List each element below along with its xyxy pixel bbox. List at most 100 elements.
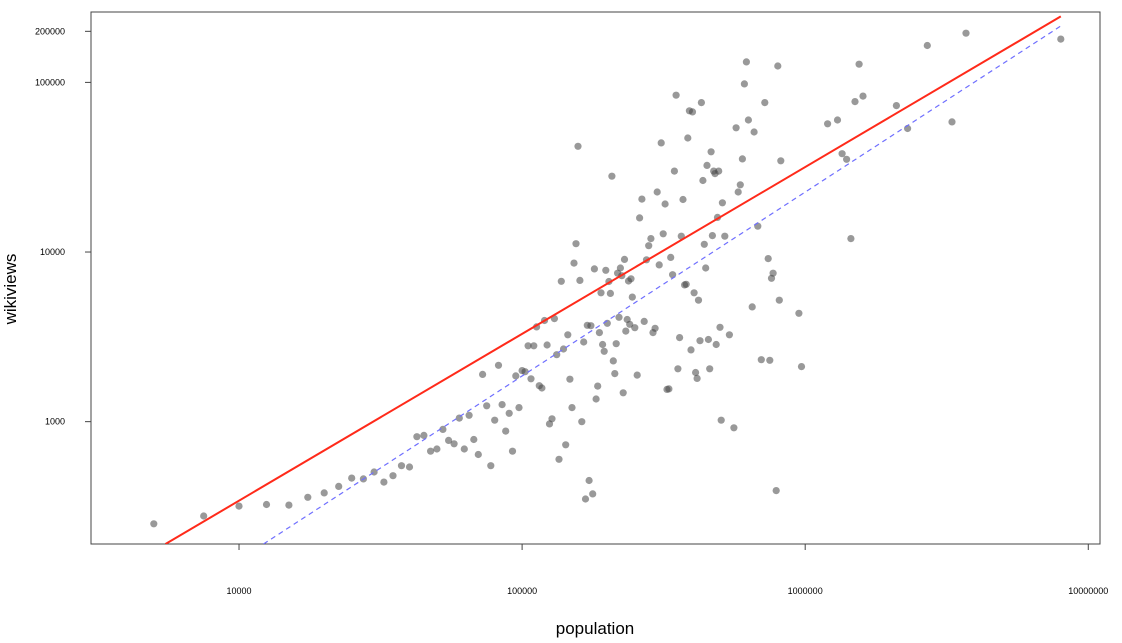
data-point [774,62,782,70]
data-point [738,155,747,163]
data-point [797,363,806,371]
x-tick-label: 10000000 [1068,586,1108,596]
data-point [585,476,593,485]
data-point [572,240,580,248]
data-point [420,431,428,439]
data-point [397,462,406,470]
x-axis-title: population [556,619,634,638]
data-point [653,188,661,196]
data-point [620,255,629,263]
data-point [606,289,615,297]
x-axis: 10000 100000 1000000 10000000 [227,544,1108,596]
data-point [599,340,607,349]
data-point [592,395,600,403]
data-point [474,450,482,459]
data-point [659,230,667,238]
data-point [732,124,740,132]
data-point [670,167,679,175]
data-point [439,425,447,433]
y-axis: 1000 10000 100000 200000 [35,26,91,427]
data-point [772,487,780,495]
data-point [736,181,744,189]
data-point [566,375,574,383]
data-point [638,195,646,203]
data-point [530,342,538,350]
data-point [512,372,520,380]
data-point [824,120,832,128]
data-point [479,370,487,378]
data-point [594,382,602,390]
data-point [734,188,742,196]
data-point [450,440,458,448]
data-point [548,415,556,423]
data-point [612,340,620,348]
data-point [706,365,714,373]
data-point [595,329,604,337]
data-point [712,340,720,349]
data-point [667,253,675,261]
data-point [704,335,713,344]
data-point [570,259,578,267]
data-point [661,200,669,208]
data-point [150,520,158,528]
data-point [679,195,687,204]
data-point [948,118,956,126]
data-point [562,441,570,449]
data-point [616,264,625,272]
data-point [597,289,605,297]
data-point [491,416,499,424]
data-point [576,276,584,284]
data-point [730,424,738,432]
data-point [619,389,627,397]
data-point [524,342,532,350]
data-point [757,356,765,364]
data-point [694,296,703,304]
data-point [923,41,931,50]
data-point [502,427,510,435]
data-point [580,338,588,346]
data-point [631,324,639,332]
data-point [611,370,619,378]
data-point [640,317,648,325]
data-point [304,493,312,501]
data-point [285,501,293,509]
data-point [445,436,453,444]
fit-lines-layer [164,15,1062,544]
data-point [609,357,617,365]
plot-frame [90,11,1101,545]
data-point [470,435,478,444]
data-point [674,365,682,373]
data-point [505,409,513,417]
data-point [702,264,710,272]
data-point [718,199,727,207]
x-tick-label: 1000000 [788,586,823,596]
data-point [795,309,803,317]
data-point [684,134,692,142]
data-point [508,447,517,455]
data-point [348,474,356,482]
data-point [636,214,644,222]
data-point [413,433,421,441]
data-point [721,232,729,240]
data-point [761,99,769,107]
data-point [962,29,970,37]
data-point [389,472,397,480]
data-point [589,490,597,498]
x-tick-label: 100000 [507,586,537,596]
fit-line-dashed [263,25,1062,544]
data-point [676,334,684,342]
data-point [708,232,717,240]
y-axis-title: wikiviews [1,254,20,326]
data-point [380,478,388,486]
data-point [696,337,704,345]
data-point [487,462,495,470]
y-tick-label: 10000 [40,247,65,257]
data-point [543,341,551,349]
data-point [645,242,653,250]
data-point [838,150,846,158]
data-point [622,327,630,335]
data-point [633,371,641,379]
data-point [427,447,435,455]
y-tick-label: 200000 [35,26,65,36]
data-point [851,98,859,106]
